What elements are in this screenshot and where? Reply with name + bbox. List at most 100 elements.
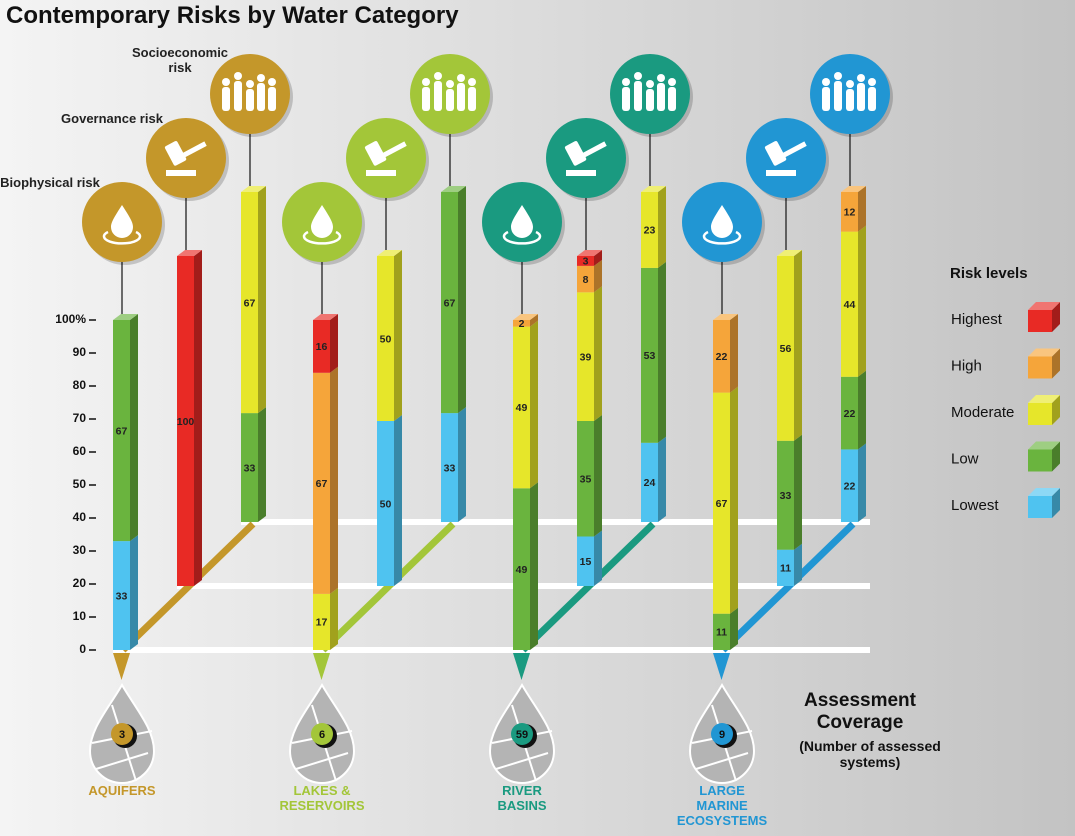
group-label: AQUIFERS [76, 784, 168, 799]
bar-side [658, 262, 666, 443]
icon-base [166, 170, 196, 176]
icon-body [246, 89, 254, 111]
data-label: 50 [380, 498, 392, 510]
bar-side [394, 415, 402, 586]
icon-body [268, 87, 276, 111]
data-label: 16 [316, 341, 328, 353]
data-label: 33 [444, 462, 456, 474]
group-label: LAKES & RESERVOIRS [276, 784, 368, 814]
icon-base [366, 170, 396, 176]
data-label: 35 [580, 474, 592, 486]
y-tick-label: 80 [73, 378, 87, 392]
bar-side [130, 314, 138, 541]
data-label: 11 [780, 563, 791, 575]
data-label: 15 [580, 556, 592, 568]
legend-swatch [1028, 357, 1052, 379]
icon-body [234, 81, 242, 111]
icon-head [868, 78, 876, 86]
icon-head [668, 78, 676, 86]
icon-head [657, 74, 665, 82]
data-label: 22 [844, 408, 856, 420]
group-label: RIVER BASINS [476, 784, 568, 814]
icon-body [857, 83, 865, 111]
bar-side [258, 407, 266, 522]
bar-side [530, 482, 538, 650]
bar-side [858, 371, 866, 450]
data-label: 39 [580, 351, 592, 363]
y-tick-label: 60 [73, 444, 87, 458]
legend-swatch [1028, 450, 1052, 472]
icon-body [622, 87, 630, 111]
y-tick-label: 90 [73, 345, 87, 359]
legend-label: Highest [951, 311, 1003, 328]
icon-body [634, 81, 642, 111]
bar-side [658, 437, 666, 522]
data-label: 3 [583, 256, 589, 268]
y-tick-label: 10 [73, 609, 87, 623]
icon-body [646, 89, 654, 111]
y-tick-label: 40 [73, 510, 87, 524]
bar-side [258, 186, 266, 413]
icon-head [222, 78, 230, 86]
bar-side [730, 608, 738, 650]
icon-head [622, 78, 630, 86]
icon-head [846, 80, 854, 88]
icon-head [468, 78, 476, 86]
data-label: 23 [644, 225, 656, 237]
data-label: 33 [116, 590, 128, 602]
icon-body [868, 87, 876, 111]
icon-head [246, 80, 254, 88]
bar-side [594, 415, 602, 537]
legend-swatch [1028, 403, 1052, 425]
data-label: 49 [516, 402, 528, 414]
bar-side [730, 314, 738, 393]
icon-body [668, 87, 676, 111]
coverage-value: 6 [319, 729, 325, 741]
bar-side [794, 544, 802, 586]
icon-head [822, 78, 830, 86]
bar-side [658, 186, 666, 268]
icon-body [657, 83, 665, 111]
icon-head [434, 72, 442, 80]
icon-body [468, 87, 476, 111]
bar-side [394, 250, 402, 421]
data-label: 67 [444, 297, 456, 309]
icon-body [222, 87, 230, 111]
data-label: 44 [844, 299, 856, 311]
data-label: 33 [780, 490, 792, 502]
icon-body [457, 83, 465, 111]
legend-swatch [1028, 310, 1052, 332]
bar-side [530, 321, 538, 489]
icon-head [268, 78, 276, 86]
coverage-value: 9 [719, 729, 725, 741]
data-label: 56 [780, 343, 792, 355]
y-tick-label: 0 [79, 642, 86, 656]
data-label: 49 [516, 564, 528, 576]
data-label: 67 [244, 297, 256, 309]
bar-side [458, 407, 466, 522]
bar-side [194, 250, 202, 586]
legend-label: Lowest [951, 497, 999, 514]
data-label: 50 [380, 333, 392, 345]
data-label: 12 [844, 207, 856, 219]
coverage-value: 59 [516, 729, 528, 741]
icon-head [257, 74, 265, 82]
icon-head [634, 72, 642, 80]
bar-side [794, 250, 802, 441]
bar-side [130, 535, 138, 650]
legend-label: High [951, 357, 982, 374]
risk-type-label: Governance risk [60, 112, 164, 127]
data-label: 67 [116, 425, 128, 437]
legend-title: Risk levels [950, 265, 1028, 282]
bar-side [858, 226, 866, 377]
y-tick-label: 30 [73, 543, 87, 557]
icon-body [846, 89, 854, 111]
icon-head [422, 78, 430, 86]
bar-side [594, 286, 602, 421]
icon-head [834, 72, 842, 80]
coverage-value: 3 [119, 729, 125, 741]
data-label: 8 [583, 274, 589, 286]
icon-body [257, 83, 265, 111]
bar-side [330, 588, 338, 650]
icon-head [446, 80, 454, 88]
